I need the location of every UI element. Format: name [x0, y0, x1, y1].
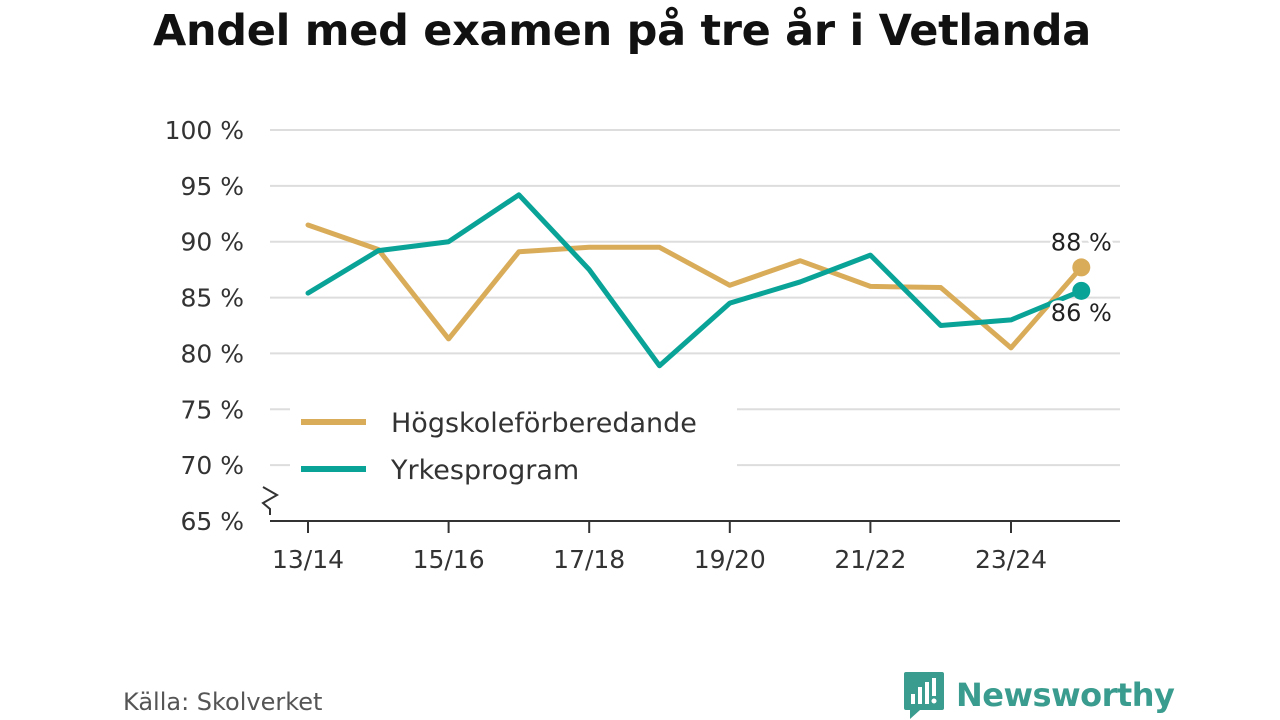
x-axis: 13/14 15/16 17/18 19/20 21/22 23/24: [261, 486, 1120, 574]
series-lines: [305, 192, 1091, 369]
y-tick-label: 80 %: [180, 339, 244, 368]
chart-title: Andel med examen på tre år i Vetlanda: [152, 6, 1091, 56]
y-axis-tick-labels: 65 % 70 % 75 % 80 % 85 % 90 % 95 % 100 %: [165, 116, 244, 536]
x-tick-label: 23/24: [975, 545, 1047, 574]
legend: Högskoleförberedande Yrkesprogram: [290, 400, 737, 486]
x-tick-label: 19/20: [694, 545, 766, 574]
series-end-point: [1072, 258, 1091, 277]
y-tick-label: 85 %: [180, 284, 244, 313]
brand-name: Newsworthy: [956, 676, 1175, 714]
y-tick-label: 70 %: [180, 451, 244, 480]
y-tick-label: 100 %: [165, 116, 244, 145]
legend-background: [290, 400, 737, 468]
y-tick-label: 90 %: [180, 228, 244, 257]
series-end-point: [1072, 281, 1091, 300]
series-line: [305, 222, 1084, 351]
y-axis-break-icon: [261, 486, 280, 515]
x-tick-label: 13/14: [272, 545, 344, 574]
y-tick-label: 75 %: [180, 395, 244, 424]
y-tick-label: 65 %: [180, 507, 244, 536]
x-tick-label: 17/18: [553, 545, 625, 574]
newsworthy-logo-icon: [904, 672, 944, 719]
series-line: [305, 192, 1084, 369]
source-label: Källa: Skolverket: [123, 688, 323, 716]
x-tick-label: 21/22: [834, 545, 906, 574]
brand-logo: Newsworthy: [902, 670, 1175, 720]
x-tick-label: 15/16: [413, 545, 485, 574]
series-end-label: 86 %: [1051, 299, 1112, 327]
end-labels: 88 % 86 %: [1048, 225, 1115, 329]
legend-label: Yrkesprogram: [390, 455, 579, 486]
y-tick-label: 95 %: [180, 172, 244, 201]
series-end-label: 88 %: [1051, 228, 1112, 256]
legend-label: Högskoleförberedande: [391, 408, 697, 439]
